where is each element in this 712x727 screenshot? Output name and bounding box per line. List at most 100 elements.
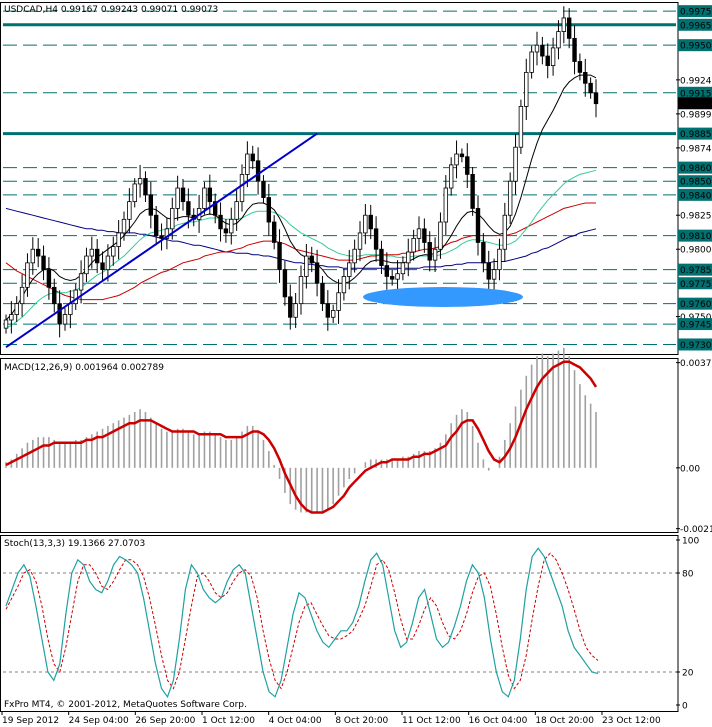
candle-bull bbox=[30, 248, 36, 264]
time-axis-label: 4 Oct 04:00 bbox=[269, 716, 322, 726]
price-label-box bbox=[678, 297, 712, 310]
price-label-box bbox=[678, 175, 712, 188]
candle-bull bbox=[411, 237, 416, 253]
candle-bear bbox=[223, 228, 229, 234]
candle-bull bbox=[175, 187, 180, 209]
candle-bull bbox=[84, 255, 89, 275]
candle-bull bbox=[73, 289, 78, 305]
candle-bear bbox=[470, 174, 475, 209]
candle-bull bbox=[448, 164, 454, 189]
macd-axis-label: -0.00218 bbox=[680, 525, 712, 535]
candle-bull bbox=[561, 17, 567, 32]
ma-navy-line bbox=[5, 207, 597, 269]
price-label: 0.98745 bbox=[680, 144, 712, 154]
candle-bear bbox=[566, 17, 572, 39]
candle-bull bbox=[9, 314, 14, 321]
time-axis-label: 1 Oct 12:00 bbox=[202, 716, 255, 726]
support-zone-ellipse bbox=[363, 287, 523, 307]
time-axis-label: 26 Sep 20:00 bbox=[135, 716, 195, 726]
candle-bear bbox=[271, 221, 277, 243]
stochastic-axis-label: 80 bbox=[682, 570, 694, 580]
candle-bear bbox=[212, 201, 218, 216]
macd-axis-label: 0.00 bbox=[680, 464, 700, 474]
stochastic-levels bbox=[3, 572, 676, 673]
candle-bull bbox=[14, 303, 19, 315]
time-axis-label: 8 Oct 20:00 bbox=[335, 716, 388, 726]
candle-bull bbox=[127, 201, 132, 220]
candle-bull bbox=[395, 273, 400, 280]
candle-bear bbox=[41, 255, 46, 271]
candle-bull bbox=[105, 255, 111, 271]
candle-bear bbox=[325, 303, 331, 318]
price-label-box bbox=[678, 338, 712, 351]
candle-bull bbox=[202, 187, 207, 209]
stochastic-axis-label: 0 bbox=[682, 702, 688, 712]
copyright-text: FxPro MT4, © 2001-2012, MetaQuotes Softw… bbox=[4, 700, 247, 710]
candle-bull bbox=[116, 232, 121, 247]
macd-signal-line bbox=[5, 360, 598, 514]
candle-bull bbox=[454, 153, 459, 166]
price-label: 0.98995 bbox=[680, 110, 712, 120]
candle-bear bbox=[94, 248, 100, 264]
candle-bear bbox=[100, 262, 105, 271]
candle-bear bbox=[35, 248, 41, 257]
candle-bear bbox=[427, 242, 432, 261]
candle-bull bbox=[363, 214, 368, 234]
price-label: 0.99245 bbox=[680, 76, 712, 86]
candle-bull bbox=[132, 183, 137, 203]
candle-bear bbox=[384, 265, 390, 277]
candle-bear bbox=[320, 282, 325, 305]
candle-bear bbox=[250, 153, 255, 162]
candle-bull bbox=[121, 218, 127, 234]
candle-bull bbox=[438, 221, 443, 250]
candle-bull bbox=[245, 153, 250, 175]
stochastic-axis-labels: 100 80 20 0 bbox=[676, 537, 699, 712]
candle-bull bbox=[229, 218, 234, 234]
price-label-box bbox=[678, 277, 712, 290]
price-label-box bbox=[678, 318, 712, 331]
candle-bear bbox=[277, 242, 282, 271]
time-axis-label: 16 Oct 04:00 bbox=[469, 716, 528, 726]
candle-bear bbox=[261, 180, 266, 198]
candle-bear bbox=[143, 178, 148, 196]
price-label-box bbox=[678, 39, 712, 52]
candle-bull bbox=[341, 276, 347, 294]
price-label-box bbox=[678, 161, 712, 174]
price-label-box bbox=[678, 188, 712, 201]
candle-bear bbox=[148, 194, 154, 216]
candle-bear bbox=[46, 269, 52, 288]
candle-bull bbox=[416, 228, 422, 239]
stochastic-axis-label: 20 bbox=[682, 669, 694, 679]
candle-bear bbox=[540, 44, 545, 57]
candle-bear bbox=[186, 201, 191, 216]
candle-bear bbox=[379, 248, 384, 266]
candle-bull bbox=[298, 276, 304, 305]
candle-bull bbox=[352, 248, 357, 264]
time-axis-label: 24 Sep 04:00 bbox=[69, 716, 129, 726]
candle-bear bbox=[153, 214, 159, 237]
candle-bear bbox=[583, 71, 588, 84]
candle-bull bbox=[491, 269, 497, 280]
candle-bull bbox=[513, 146, 518, 182]
candle-bear bbox=[57, 303, 62, 325]
candle-bull bbox=[239, 174, 245, 203]
time-axis-label: 18 Oct 20:00 bbox=[535, 716, 594, 726]
candle-bull bbox=[497, 248, 502, 271]
candle-bull bbox=[534, 44, 540, 53]
macd-axis-labels: 0.00377 0.00 -0.00218 bbox=[676, 359, 712, 535]
macd-title: MACD(12,26,9) 0.001964 0.002789 bbox=[4, 363, 164, 373]
candle-bear bbox=[255, 160, 261, 182]
candle-bear bbox=[52, 286, 57, 305]
candle-bear bbox=[465, 156, 470, 175]
candle-bear bbox=[459, 153, 465, 158]
